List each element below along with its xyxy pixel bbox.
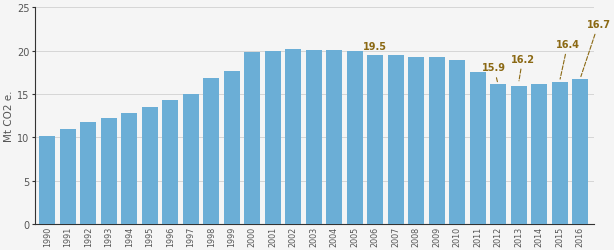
Bar xyxy=(121,114,138,224)
Bar xyxy=(183,94,199,224)
Bar xyxy=(223,71,239,224)
Bar xyxy=(101,119,117,224)
Bar xyxy=(367,56,383,224)
Bar xyxy=(429,58,445,224)
Bar xyxy=(203,79,219,224)
Text: 15.9: 15.9 xyxy=(482,63,506,82)
Bar xyxy=(306,50,322,224)
Bar xyxy=(347,52,363,224)
Text: 19.5: 19.5 xyxy=(363,42,387,52)
Bar xyxy=(449,61,465,224)
Bar xyxy=(39,136,55,224)
Bar xyxy=(162,100,178,224)
Bar xyxy=(490,85,506,224)
Text: 16.4: 16.4 xyxy=(556,40,580,80)
Bar xyxy=(387,56,403,224)
Y-axis label: Mt CO2 e.: Mt CO2 e. xyxy=(4,90,14,142)
Text: 16.7: 16.7 xyxy=(581,20,610,77)
Bar xyxy=(142,108,158,224)
Bar xyxy=(470,73,486,224)
Bar xyxy=(572,80,588,224)
Bar xyxy=(80,122,96,224)
Bar xyxy=(531,84,547,224)
Bar xyxy=(511,87,527,224)
Bar xyxy=(60,130,76,224)
Bar xyxy=(408,58,424,224)
Bar xyxy=(265,52,281,224)
Bar xyxy=(285,50,301,224)
Text: 16.2: 16.2 xyxy=(511,54,535,82)
Bar xyxy=(326,50,342,224)
Bar xyxy=(551,82,567,224)
Bar xyxy=(244,53,260,224)
